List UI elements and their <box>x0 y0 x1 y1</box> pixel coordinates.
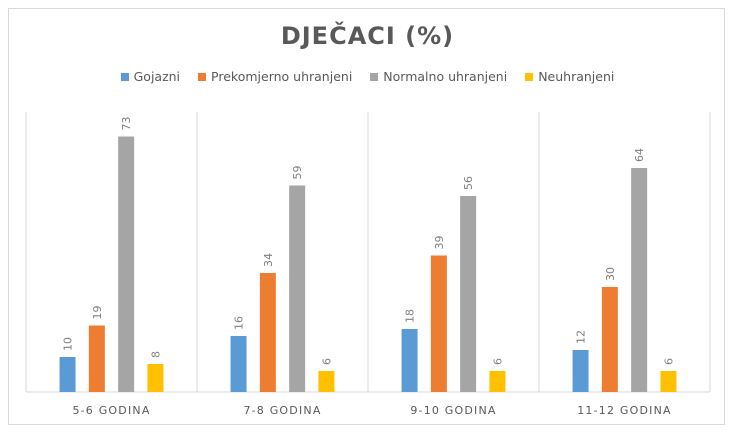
data-label: 73 <box>120 117 133 131</box>
legend-label-gojazni: Gojazni <box>133 69 181 84</box>
bar-gojazni-4 <box>572 350 589 392</box>
data-label: 16 <box>233 316 246 330</box>
bar-neuhranjeni-3 <box>489 371 506 392</box>
bar-normalno-uhranjeni-4 <box>631 168 648 392</box>
bar-neuhranjeni-1 <box>147 364 164 392</box>
legend-item-normalno: Normalno uhranjeni <box>370 69 507 84</box>
data-label: 19 <box>91 306 104 320</box>
data-label: 64 <box>633 148 646 162</box>
category-label: 7-8 GODINA <box>243 404 321 417</box>
legend-swatch-prekomjerno <box>198 72 207 81</box>
data-label: 59 <box>291 166 304 180</box>
bar-prekomjerno-uhranjeni-2 <box>259 273 276 392</box>
legend-label-neuhranjeni: Neuhranjeni <box>538 69 615 84</box>
data-label: 18 <box>404 309 417 323</box>
bar-prekomjerno-uhranjeni-3 <box>430 255 447 392</box>
data-label: 30 <box>604 267 617 281</box>
bar-normalno-uhranjeni-2 <box>289 185 306 392</box>
bar-neuhranjeni-2 <box>318 371 335 392</box>
category-label: 5-6 GODINA <box>72 404 150 417</box>
chart-legend: Gojazni Prekomjerno uhranjeni Normalno u… <box>0 69 735 84</box>
category-label: 9-10 GODINA <box>410 404 496 417</box>
bar-prekomjerno-uhranjeni-4 <box>601 287 618 392</box>
data-label: 6 <box>662 358 675 365</box>
legend-swatch-neuhranjeni <box>525 72 534 81</box>
legend-swatch-gojazni <box>120 72 129 81</box>
data-label: 6 <box>320 358 333 365</box>
bar-neuhranjeni-4 <box>660 371 677 392</box>
category-label: 11-12 GODINA <box>577 404 672 417</box>
bar-gojazni-2 <box>230 336 247 392</box>
bar-normalno-uhranjeni-3 <box>460 196 477 392</box>
data-label: 12 <box>575 330 588 344</box>
data-label: 10 <box>62 337 75 351</box>
chart-title: DJEČACI (%) <box>280 22 455 50</box>
data-label: 6 <box>491 358 504 365</box>
legend-swatch-normalno <box>370 72 379 81</box>
legend-label-normalno: Normalno uhranjeni <box>383 69 508 84</box>
bar-prekomjerno-uhranjeni-1 <box>88 325 105 392</box>
bar-gojazni-1 <box>59 357 76 392</box>
data-label: 56 <box>462 176 475 190</box>
legend-label-prekomjerno: Prekomjerno uhranjeni <box>211 69 353 84</box>
data-label: 34 <box>262 253 275 267</box>
legend-item-neuhranjeni: Neuhranjeni <box>525 69 614 84</box>
bar-gojazni-3 <box>401 329 418 392</box>
legend-item-prekomjerno: Prekomjerno uhranjeni <box>198 69 352 84</box>
bar-normalno-uhranjeni-1 <box>118 136 135 392</box>
data-label: 39 <box>433 236 446 250</box>
legend-item-gojazni: Gojazni <box>120 69 181 84</box>
data-label: 8 <box>149 351 162 358</box>
